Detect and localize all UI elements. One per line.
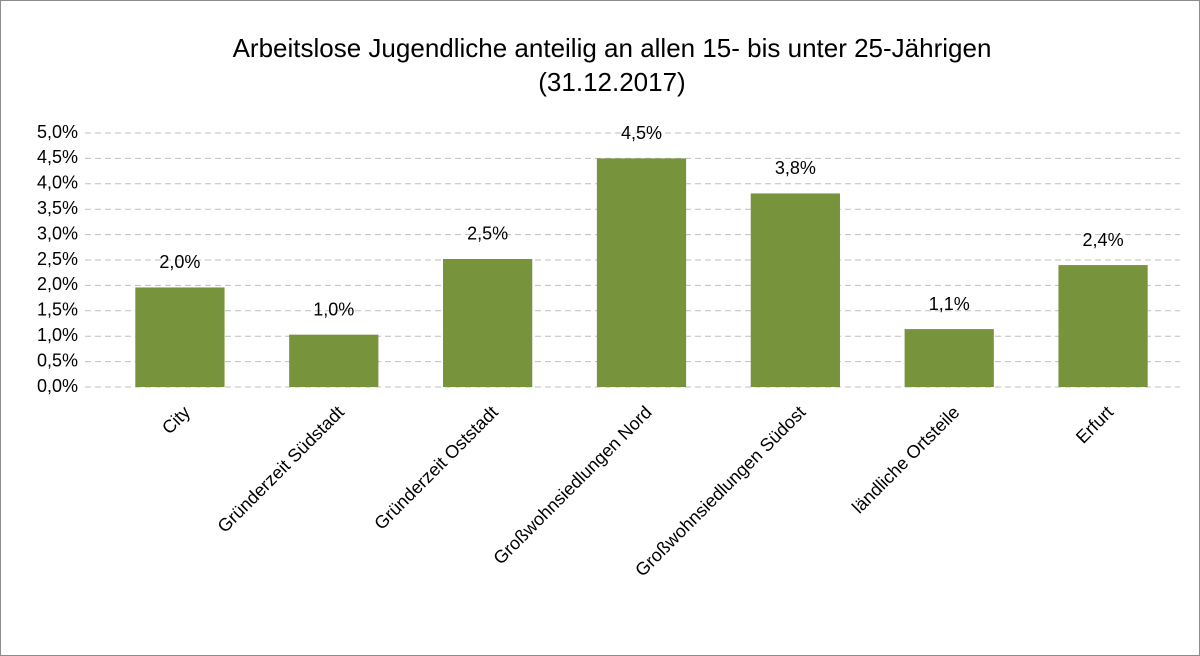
bar <box>135 287 225 387</box>
data-label: 4,5% <box>621 123 662 143</box>
data-label: 3,8% <box>775 158 816 178</box>
y-tick-label: 5,0% <box>37 122 78 142</box>
data-label: 2,4% <box>1083 230 1124 250</box>
chart-title: Arbeitslose Jugendliche anteilig an alle… <box>233 33 992 63</box>
bar <box>443 258 533 387</box>
bar <box>904 329 994 387</box>
bar <box>1058 265 1148 387</box>
y-tick-label: 0,5% <box>37 350 78 370</box>
y-tick-label: 2,5% <box>37 249 78 269</box>
data-label: 1,1% <box>929 294 970 314</box>
y-tick-label: 4,5% <box>37 147 78 167</box>
data-label: 2,5% <box>467 224 508 244</box>
chart-subtitle: (31.12.2017) <box>538 67 685 97</box>
y-tick-label: 1,0% <box>37 325 78 345</box>
y-tick-label: 3,0% <box>37 223 78 243</box>
y-tick-label: 0,0% <box>37 376 78 396</box>
y-tick-label: 4,0% <box>37 173 78 193</box>
bar <box>289 334 379 387</box>
data-label: 2,0% <box>159 252 200 272</box>
bar <box>596 158 687 387</box>
y-tick-label: 3,5% <box>37 198 78 218</box>
bar <box>750 193 840 387</box>
data-label: 1,0% <box>313 299 354 319</box>
y-tick-label: 2,0% <box>37 274 78 294</box>
y-tick-label: 1,5% <box>37 300 78 320</box>
